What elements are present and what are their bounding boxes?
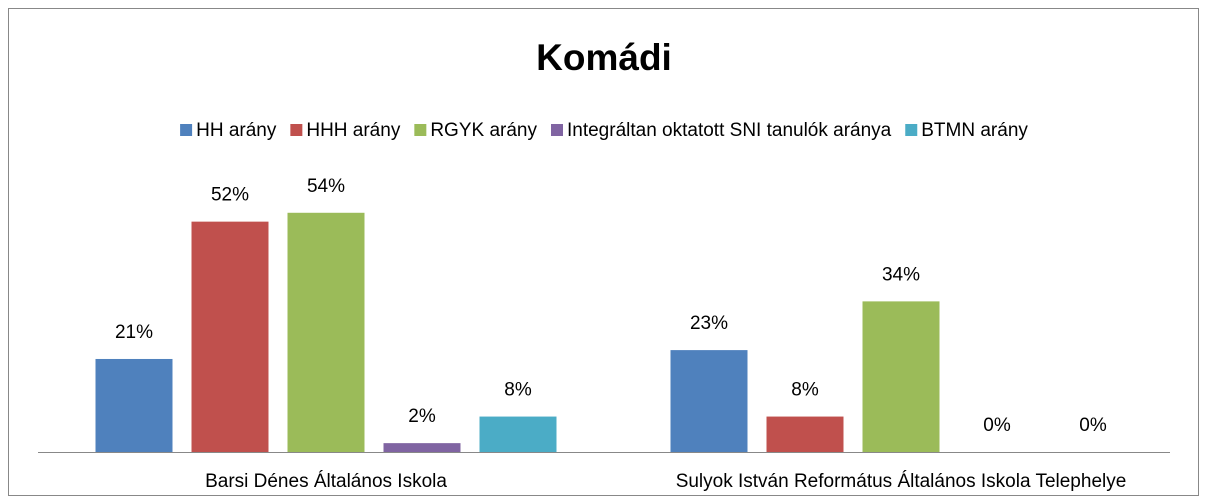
legend-swatch: [290, 124, 303, 136]
bar: [383, 443, 461, 452]
legend-label: HHH arány: [306, 120, 400, 141]
legend-label: HH arány: [196, 120, 277, 141]
legend-label: BTMN arány: [921, 120, 1028, 141]
data-label: 54%: [307, 176, 345, 197]
legend-swatch: [550, 124, 563, 136]
x-tick-label: Sulyok István Református Általános Iskol…: [676, 471, 1127, 492]
data-label: 0%: [1079, 415, 1107, 436]
data-label: 2%: [408, 406, 436, 427]
bar: [287, 212, 365, 452]
bar: [862, 301, 940, 452]
bar: [670, 350, 748, 452]
data-label: 8%: [504, 380, 532, 401]
legend-swatch: [180, 124, 193, 136]
data-label: 23%: [690, 313, 728, 334]
data-label: 0%: [983, 415, 1011, 436]
legend-label: RGYK arány: [430, 120, 537, 141]
bar: [95, 358, 173, 452]
data-label: 8%: [791, 380, 819, 401]
x-tick-label: Barsi Dénes Általános Iskola: [205, 471, 447, 492]
data-label: 21%: [115, 322, 153, 343]
legend-label: Integráltan oktatott SNI tanulók aránya: [567, 120, 892, 141]
data-label: 52%: [211, 185, 249, 206]
bar: [191, 221, 269, 452]
bar: [479, 416, 557, 452]
bar: [766, 416, 844, 452]
legend-swatch: [414, 124, 427, 136]
legend-swatch: [905, 124, 918, 136]
chart-title: Komádi: [536, 37, 672, 78]
chart-border: [8, 8, 1199, 496]
data-label: 34%: [882, 264, 920, 285]
